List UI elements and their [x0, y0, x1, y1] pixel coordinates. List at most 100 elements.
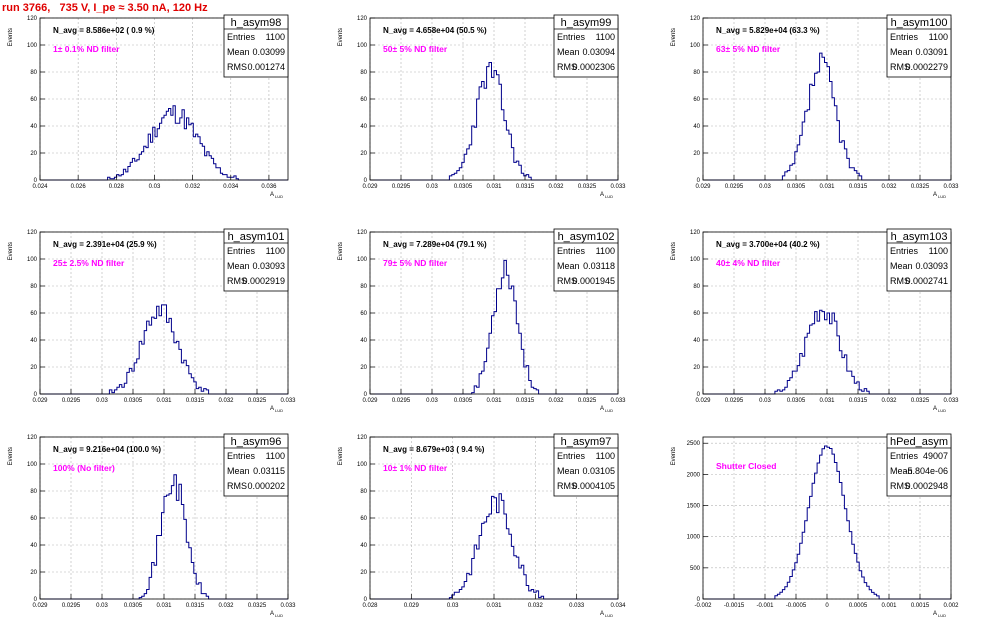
x-tick-label: 0.0305 [787, 184, 806, 190]
x-tick-label: 0.0305 [454, 184, 473, 190]
stats-mean-value: 0.03091 [915, 47, 948, 57]
histogram-series [40, 105, 288, 181]
x-tick-label: 0.0295 [725, 398, 744, 404]
stats-mean-value: 0.03099 [252, 47, 285, 57]
y-tick-label: 0 [697, 597, 701, 603]
histogram-name: h_asym96 [231, 436, 282, 448]
stats-mean-label: Mean [557, 466, 580, 476]
navg-label: N_avg = 7.289e+04 (79.1 %) [383, 240, 487, 249]
x-tick-label: 0.0325 [578, 184, 597, 190]
x-axis-subscript: LUD [938, 408, 946, 413]
x-tick-label: 0.03 [426, 184, 438, 190]
y-tick-label: 80 [693, 284, 700, 290]
x-tick-label: 0.03 [759, 398, 771, 404]
histogram-name: h_asym98 [231, 17, 282, 29]
x-tick-label: 0.0325 [248, 603, 267, 609]
x-tick-label: 0.03 [759, 184, 771, 190]
histogram-panel-h_asym102: 0.029 0.0295 0.03 0.0305 0.031 0.0315 0.032 0.0… [338, 228, 626, 413]
filter-label: 1± 0.1% ND filter [53, 44, 120, 54]
x-tick-label: 0.0315 [186, 603, 205, 609]
stats-rms-value: 0.001274 [247, 62, 285, 72]
stats-box [886, 14, 952, 78]
x-tick-label: 0.0315 [516, 184, 535, 190]
x-axis-label: A [600, 611, 604, 617]
y-tick-label: 0 [697, 178, 701, 184]
stats-mean-label: Mean [227, 466, 250, 476]
y-tick-label: 100 [27, 257, 38, 263]
x-tick-label: 0.0295 [62, 398, 81, 404]
stats-entries-label: Entries [890, 451, 919, 461]
filter-label: Shutter Closed [716, 461, 776, 471]
stats-entries-value: 1100 [266, 246, 285, 256]
x-tick-label: 0.0295 [62, 603, 81, 609]
x-tick-label: 0.033 [610, 184, 626, 190]
x-axis-label: A [600, 406, 604, 412]
stats-rms-label: RMS [890, 62, 910, 72]
run-title: run 3766, 735 V, I_pe ≈ 3.50 nA, 120 Hz [2, 2, 208, 14]
y-tick-label: 80 [360, 70, 367, 76]
y-tick-label: 2000 [687, 472, 701, 478]
x-tick-label: 0.0305 [454, 398, 473, 404]
stats-entries-value: 1100 [266, 451, 285, 461]
y-tick-label: 120 [690, 16, 701, 22]
x-tick-label: 0.032 [218, 603, 234, 609]
x-tick-label: 0.03 [96, 398, 108, 404]
x-axis-subscript: LUD [275, 194, 283, 199]
y-tick-label: 40 [360, 338, 367, 344]
x-tick-label: 0.03 [149, 184, 161, 190]
x-tick-label: 0.034 [223, 184, 239, 190]
x-tick-label: 0 [825, 603, 829, 609]
stats-mean-value: 0.03093 [252, 261, 285, 271]
stats-entries-label: Entries [557, 451, 586, 461]
x-tick-label: 0.002 [943, 603, 959, 609]
y-tick-label: 40 [693, 124, 700, 130]
y-tick-label: 0 [364, 392, 368, 398]
histogram-name: h_asym103 [891, 231, 948, 243]
x-axis-label: A [933, 192, 937, 198]
x-tick-label: 0.0295 [725, 184, 744, 190]
y-axis-label: Events [338, 28, 344, 46]
x-axis-subscript: LUD [938, 613, 946, 618]
y-tick-label: 0 [34, 178, 38, 184]
histogram-panel-h_asym101: 0.029 0.0295 0.03 0.0305 0.031 0.0315 0.032 0.0… [8, 228, 296, 413]
stats-mean-value: 0.03105 [582, 466, 615, 476]
x-tick-label: -0.002 [694, 603, 712, 609]
x-tick-label: 0.0295 [392, 184, 411, 190]
x-tick-label: 0.032 [528, 603, 544, 609]
filter-label: 63± 5% ND filter [716, 44, 781, 54]
stats-entries-label: Entries [227, 451, 256, 461]
y-tick-label: 120 [690, 230, 701, 236]
y-tick-label: 100 [357, 257, 368, 263]
y-axis-label: Events [8, 447, 14, 465]
stats-entries-value: 1100 [596, 246, 615, 256]
x-axis-label: A [933, 611, 937, 617]
x-tick-label: 0.0015 [911, 603, 930, 609]
histogram-panel-h_asym96: 0.029 0.0295 0.03 0.0305 0.031 0.0315 0.032 0.0… [8, 433, 296, 618]
x-axis-subscript: LUD [938, 194, 946, 199]
x-tick-label: 0.032 [218, 398, 234, 404]
filter-label: 25± 2.5% ND filter [53, 258, 125, 268]
navg-label: N_avg = 2.391e+04 (25.9 %) [53, 240, 157, 249]
y-tick-label: 40 [360, 543, 367, 549]
stats-rms-label: RMS [227, 62, 247, 72]
y-tick-label: 0 [697, 392, 701, 398]
y-tick-label: 20 [30, 570, 37, 576]
stats-rms-label: RMS [227, 276, 247, 286]
y-tick-label: 60 [30, 516, 37, 522]
stats-rms-label: RMS [557, 481, 577, 491]
y-tick-label: 80 [30, 284, 37, 290]
x-tick-label: 0.029 [695, 184, 711, 190]
x-tick-label: 0.029 [32, 603, 48, 609]
y-tick-label: 60 [693, 311, 700, 317]
y-tick-label: 100 [690, 257, 701, 263]
navg-label: N_avg = 9.216e+04 (100.0 %) [53, 445, 161, 454]
histogram-name: h_asym100 [891, 17, 948, 29]
x-tick-label: 0.029 [32, 398, 48, 404]
stats-rms-value: 0.000202 [247, 481, 285, 491]
x-tick-label: 0.0305 [124, 398, 143, 404]
stats-rms-label: RMS [557, 276, 577, 286]
stats-entries-value: 49007 [923, 451, 948, 461]
stats-entries-label: Entries [890, 32, 919, 42]
x-tick-label: 0.0325 [911, 398, 930, 404]
